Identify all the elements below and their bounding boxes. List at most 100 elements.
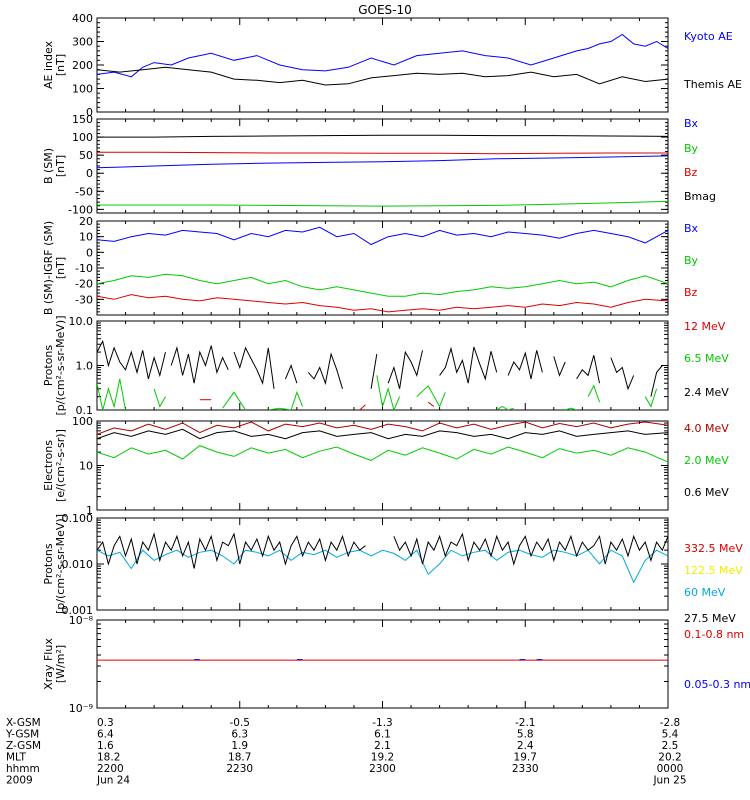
series-line-2-0-mev bbox=[97, 445, 668, 463]
y-tick-label: 0.010 bbox=[62, 558, 94, 571]
x-axis-row-label: X-GSM bbox=[6, 717, 41, 729]
x-axis-value: 5.8 bbox=[517, 729, 534, 741]
panel-frame bbox=[96, 619, 669, 709]
y-tick-label: 100 bbox=[72, 415, 93, 428]
x-axis-value: Jun 24 bbox=[96, 775, 130, 787]
x-axis-value: 0000 bbox=[657, 763, 684, 775]
y-tick-label: -30 bbox=[75, 293, 93, 306]
y-tick-label: 0.100 bbox=[62, 512, 94, 525]
y-tick-label: 50 bbox=[79, 149, 93, 162]
x-axis-value: 20.2 bbox=[658, 752, 681, 764]
legend-entry: 4.0 MeV bbox=[684, 422, 729, 435]
y-tick-label: 1 bbox=[86, 504, 93, 517]
series-line-themis-ae bbox=[97, 66, 668, 86]
legend-entry: 2.4 MeV bbox=[684, 386, 729, 399]
x-axis-value: 2.4 bbox=[517, 740, 534, 752]
panel-bsmigrf: -30 -20 -10 0 10 20 B (SM)-IGRF (SM)[nT] Bx By Bz bbox=[42, 215, 699, 316]
x-axis-value: -2.8 bbox=[660, 717, 681, 729]
legend-entry: Bmag bbox=[684, 190, 716, 203]
series-line-kyoto-ae bbox=[97, 33, 668, 78]
series-line-4-0-mev bbox=[97, 421, 668, 435]
y-axis-label: B (SM)[nT] bbox=[42, 148, 67, 184]
series-line-2-4-mev bbox=[507, 350, 543, 380]
legend-entry: 12 MeV bbox=[684, 320, 726, 333]
series-line-60-mev bbox=[97, 549, 668, 584]
x-axis-value: 2330 bbox=[512, 763, 539, 775]
series-line-27-5-mev bbox=[97, 532, 366, 569]
series-line-2-4-mev bbox=[387, 350, 423, 389]
panel-frame bbox=[96, 517, 669, 611]
y-tick-label: 10⁻⁹ bbox=[69, 702, 93, 715]
panel-frame bbox=[96, 420, 669, 511]
legend-entry: Bx bbox=[684, 222, 699, 235]
x-axis-value: 2.5 bbox=[662, 740, 679, 752]
x-axis-value: -0.5 bbox=[230, 717, 251, 729]
legend-entry: 2.0 MeV bbox=[684, 454, 729, 467]
legend-entry: By bbox=[684, 142, 699, 155]
x-axis-value: 1.6 bbox=[97, 740, 114, 752]
y-tick-label: 10 bbox=[79, 460, 93, 473]
legend-entry: 0.05-0.3 nm bbox=[684, 678, 750, 691]
x-axis-value: 0.3 bbox=[97, 717, 114, 729]
legend-entry: 27.5 MeV bbox=[684, 612, 736, 625]
x-axis-value: -1.3 bbox=[372, 717, 393, 729]
panel-bsm: -100 -50 0 50 100 150 B (SM)[nT] Bx By Bz Bmag bbox=[42, 113, 716, 216]
y-tick-label: 1.0 bbox=[76, 360, 94, 373]
panel-frame bbox=[96, 220, 669, 316]
series-line-2-4-mev bbox=[439, 346, 498, 384]
y-tick-label: 400 bbox=[72, 12, 93, 25]
series-line-6-5-mev bbox=[496, 405, 514, 410]
y-tick-label: 0.001 bbox=[62, 604, 94, 617]
x-axis-value: 6.4 bbox=[97, 729, 114, 741]
y-tick-label: 0.1 bbox=[76, 404, 94, 417]
legend-entry: Themis AE bbox=[683, 78, 742, 91]
legend-entry: 332.5 MeV bbox=[684, 542, 743, 555]
x-axis-value: 19.7 bbox=[514, 752, 537, 764]
x-axis-row-label: Z-GSM bbox=[6, 740, 41, 752]
x-axis-value: 1.9 bbox=[231, 740, 248, 752]
series-line-12-mev bbox=[427, 401, 435, 407]
y-tick-label: 200 bbox=[72, 59, 93, 72]
y-tick-label: 0 bbox=[86, 106, 93, 119]
x-axis-value: 2.1 bbox=[374, 740, 391, 752]
panel-frame bbox=[96, 118, 669, 214]
panel-electrons: 1 10 100 Electrons[e/(cm²-s-sr)] 4.0 MeV 2.0 … bbox=[42, 415, 729, 517]
series-line-6-5-mev bbox=[644, 388, 658, 408]
legend-entry: Bz bbox=[684, 166, 698, 179]
series-line-bz bbox=[97, 294, 668, 313]
y-tick-label: -50 bbox=[75, 185, 93, 198]
x-axis-row-label: 2009 bbox=[6, 775, 33, 787]
series-line-bz bbox=[97, 151, 668, 155]
x-axis-value: -2.1 bbox=[515, 717, 536, 729]
series-line-2-4-mev bbox=[97, 339, 166, 380]
series-line-27-5-mev bbox=[393, 532, 668, 566]
legend-entry: 6.5 MeV bbox=[684, 352, 729, 365]
x-axis-value: 5.4 bbox=[662, 729, 679, 741]
series-line-6-5-mev bbox=[268, 390, 304, 410]
y-axis-label: B (SM)-IGRF (SM)[nT] bbox=[42, 221, 67, 315]
series-line-2-4-mev bbox=[576, 355, 600, 384]
series-line-6-5-mev bbox=[565, 407, 577, 410]
y-tick-label: 10.0 bbox=[69, 315, 94, 328]
y-tick-label: -20 bbox=[75, 278, 93, 291]
y-tick-label: 10 bbox=[79, 231, 93, 244]
x-axis-value: 2300 bbox=[369, 763, 396, 775]
y-tick-label: 0 bbox=[86, 246, 93, 259]
series-line-6-5-mev bbox=[222, 391, 246, 410]
x-axis-value: 6.3 bbox=[231, 729, 248, 741]
y-tick-label: -100 bbox=[68, 203, 93, 216]
series-line-6-5-mev bbox=[153, 388, 166, 408]
series-line-2-4-mev bbox=[370, 354, 378, 389]
legend-entry: Bz bbox=[684, 286, 698, 299]
y-axis-label: AE index[nT] bbox=[42, 40, 67, 89]
y-axis-label: Xray Flux[W/m²] bbox=[42, 638, 67, 690]
x-axis-row-label: hhmm bbox=[6, 763, 40, 775]
x-axis-value: 19.2 bbox=[371, 752, 394, 764]
panel-frame bbox=[96, 320, 669, 411]
series-line-by bbox=[97, 273, 668, 297]
series-line-0-6-mev bbox=[97, 428, 668, 440]
series-line-by bbox=[97, 200, 668, 207]
panel-frame bbox=[96, 17, 669, 113]
